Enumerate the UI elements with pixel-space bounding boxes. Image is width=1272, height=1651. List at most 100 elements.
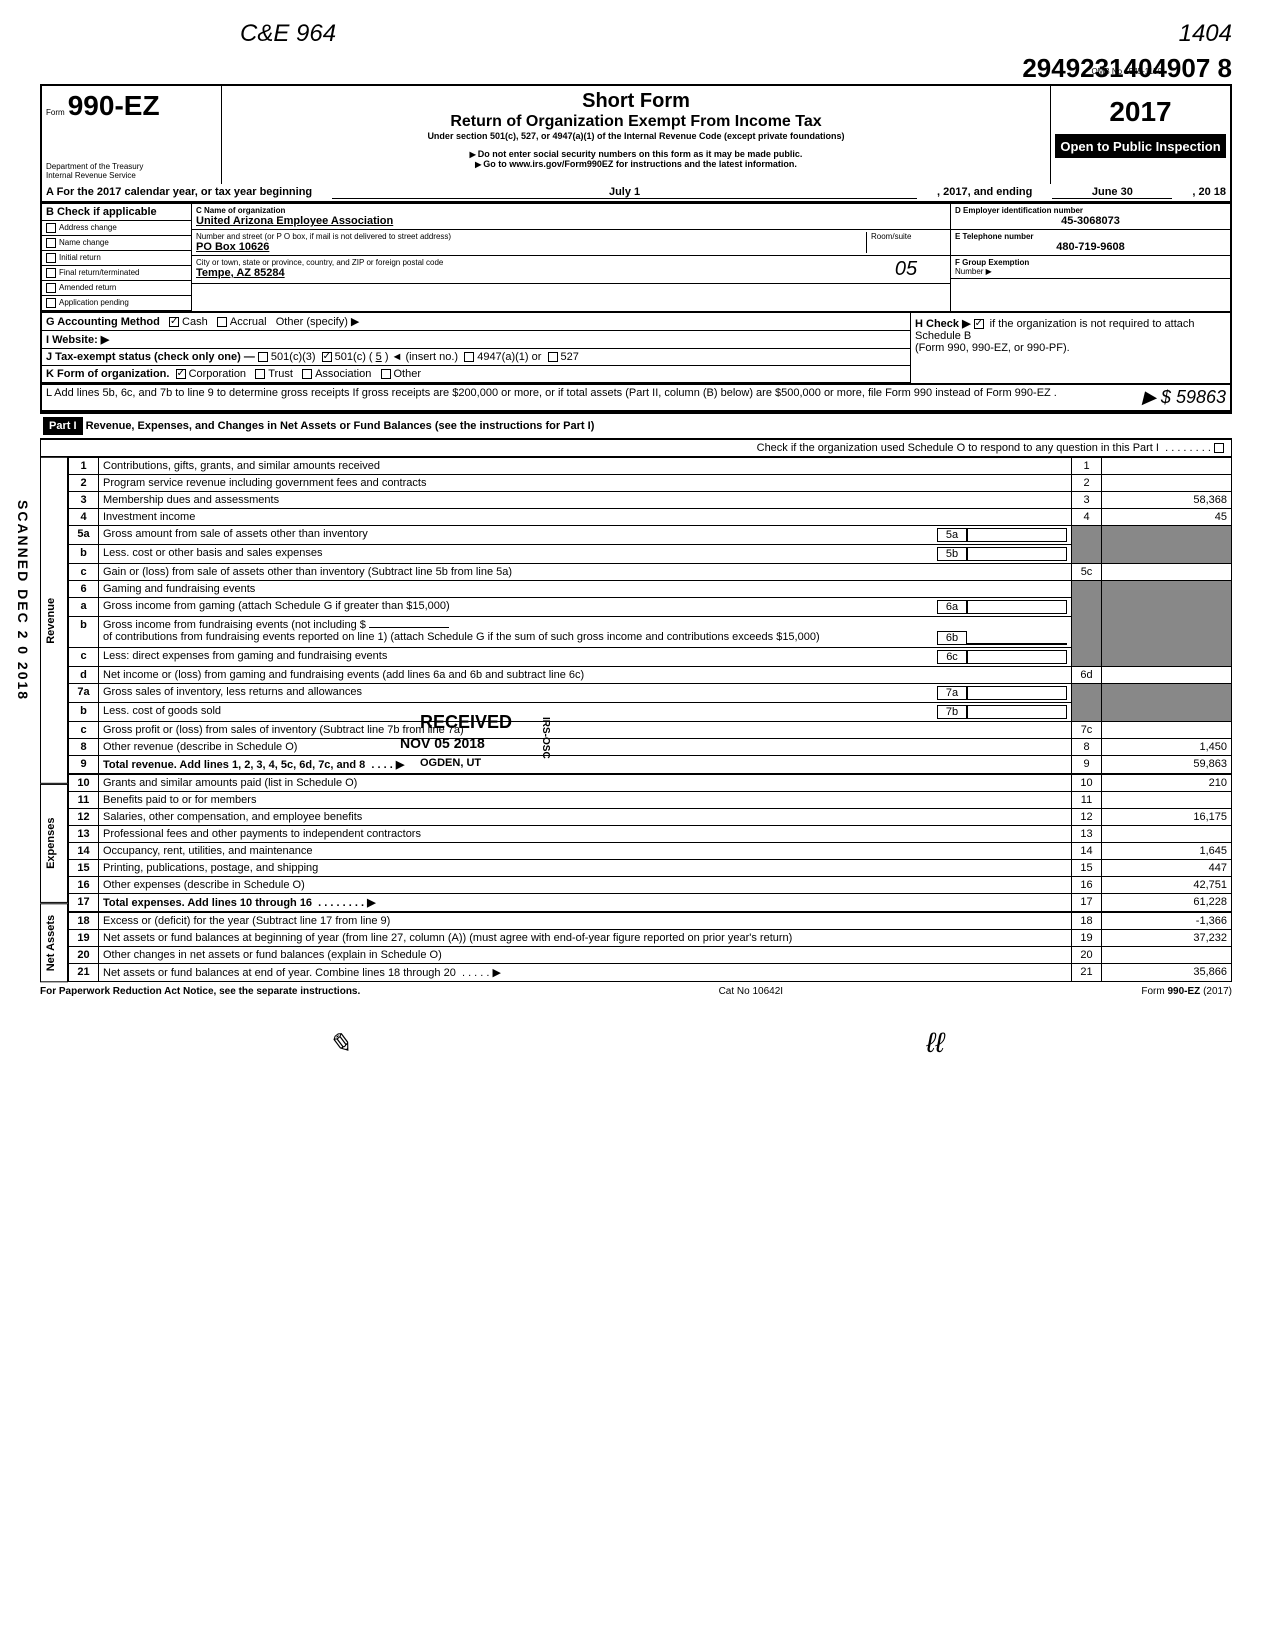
line19-text: Net assets or fund balances at beginning… (99, 930, 1072, 947)
tax-year-begin: July 1 (332, 186, 917, 199)
line11-text: Benefits paid to or for members (99, 792, 1072, 809)
section-e-label: E Telephone number (955, 232, 1226, 241)
handwritten-top-right: 1404 (1179, 20, 1232, 48)
stamp-org1: IRS-OSC (540, 717, 551, 759)
cb-pend-label: Application pending (59, 298, 129, 307)
section-c-label: C Name of organization (196, 206, 946, 215)
j-opt1: 501(c)(3) (271, 351, 316, 363)
line15-amt: 447 (1102, 860, 1232, 877)
cb-address[interactable] (46, 223, 56, 233)
section-f-label: F Group Exemption (955, 258, 1226, 267)
line11-amt (1102, 792, 1232, 809)
note-web: Go to www.irs.gov/Form990EZ for instruct… (226, 159, 1046, 169)
stamp-org2: OGDEN, UT (420, 757, 481, 769)
section-h-label: H Check ▶ (915, 318, 971, 330)
j-opt3: 4947(a)(1) or (477, 351, 541, 363)
section-g-label: G Accounting Method (46, 316, 160, 328)
k-corp: Corporation (189, 368, 246, 380)
footer-right: Form 990-EZ (2017) (1141, 986, 1232, 997)
line15-text: Printing, publications, postage, and shi… (99, 860, 1072, 877)
line17-amt: 61,228 (1102, 894, 1232, 913)
section-a-endyear: , 20 18 (1192, 186, 1226, 199)
cb-name-label: Name change (59, 238, 109, 247)
j-opt2: 501(c) ( (335, 351, 373, 363)
scanned-stamp: SCANNED DEC 2 0 2018 (15, 500, 31, 701)
l6b-box: 6b (937, 631, 967, 645)
line12-text: Salaries, other compensation, and employ… (99, 809, 1072, 826)
line20-text: Other changes in net assets or fund bala… (99, 947, 1072, 964)
room-hand: 05 (866, 258, 946, 281)
cb-final[interactable] (46, 268, 56, 278)
part1-label: Part I (43, 417, 83, 435)
cb-h[interactable] (974, 319, 984, 329)
line5c-text: Gain or (loss) from sale of assets other… (99, 564, 1072, 581)
section-k-label: K Form of organization. (46, 368, 169, 380)
line7b-text: Less. cost of goods sold (103, 705, 937, 719)
section-d-label: D Employer identification number (955, 206, 1226, 215)
line16-text: Other expenses (describe in Schedule O) (99, 877, 1072, 894)
line17-text: Total expenses. Add lines 10 through 16 (103, 897, 312, 909)
form-number: 990-EZ (68, 90, 160, 121)
cb-accrual[interactable] (217, 317, 227, 327)
line8-amt: 1,450 (1102, 739, 1232, 756)
cash-label: Cash (182, 316, 208, 328)
line9-text: Total revenue. Add lines 1, 2, 3, 4, 5c,… (103, 759, 365, 771)
cb-assoc[interactable] (302, 369, 312, 379)
title-main: Return of Organization Exempt From Incom… (226, 113, 1046, 131)
cb-amended[interactable] (46, 283, 56, 293)
tax-year-end: June 30 (1052, 186, 1172, 199)
line2-text: Program service revenue including govern… (99, 475, 1072, 492)
line20-amt (1102, 947, 1232, 964)
cb-4947[interactable] (464, 352, 474, 362)
cb-pending[interactable] (46, 298, 56, 308)
open-public: Open to Public Inspection (1055, 135, 1226, 158)
k-assoc: Association (315, 368, 371, 380)
cb-initial[interactable] (46, 253, 56, 263)
cb-name[interactable] (46, 238, 56, 248)
note-ssn: Do not enter social security numbers on … (226, 149, 1046, 159)
k-other: Other (394, 368, 422, 380)
cb-init-label: Initial return (59, 253, 101, 262)
stamp-date: NOV 05 2018 (400, 735, 485, 751)
phone-value: 480-719-9608 (955, 241, 1226, 253)
stamp-received: RECEIVED (420, 712, 512, 733)
cb-527[interactable] (548, 352, 558, 362)
l5a-box: 5a (937, 528, 967, 542)
part1-title: Revenue, Expenses, and Changes in Net As… (86, 420, 595, 432)
line3-amt: 58,368 (1102, 492, 1232, 509)
l6a-box: 6a (937, 600, 967, 614)
cb-other[interactable] (381, 369, 391, 379)
j-opt2num: 5 (376, 351, 382, 363)
line13-text: Professional fees and other payments to … (99, 826, 1072, 843)
cb-501c[interactable] (322, 352, 332, 362)
section-i-label: I Website: ▶ (42, 331, 910, 349)
title-under: Under section 501(c), 527, or 4947(a)(1)… (226, 131, 1046, 141)
cb-trust[interactable] (255, 369, 265, 379)
section-b-label: B Check if applicable (42, 204, 191, 221)
line6d-amt (1102, 667, 1232, 684)
section-f-num: Number ▶ (955, 267, 1226, 276)
line7c-amt (1102, 722, 1232, 739)
line5a-text: Gross amount from sale of assets other t… (103, 528, 937, 542)
line18-text: Excess or (deficit) for the year (Subtra… (99, 912, 1072, 930)
part1-checknote: Check if the organization used Schedule … (757, 442, 1159, 454)
line5b-text: Less. cost or other basis and sales expe… (103, 547, 937, 561)
room-label: Room/suite (871, 232, 946, 241)
cb-cash[interactable] (169, 317, 179, 327)
ein-value: 45-3068073 (955, 215, 1226, 227)
form-label: Form (46, 108, 65, 117)
line6-text: Gaming and fundraising events (99, 581, 1072, 598)
cb-schedo[interactable] (1214, 443, 1224, 453)
j-opt4: 527 (561, 351, 579, 363)
line21-text: Net assets or fund balances at end of ye… (103, 967, 456, 979)
k-trust: Trust (268, 368, 293, 380)
org-name: United Arizona Employee Association (196, 215, 946, 227)
city-value: Tempe, AZ 85284 (196, 267, 866, 279)
cb-501c3[interactable] (258, 352, 268, 362)
line3-text: Membership dues and assessments (99, 492, 1072, 509)
line19-amt: 37,232 (1102, 930, 1232, 947)
line6d-text: Net income or (loss) from gaming and fun… (99, 667, 1072, 684)
revenue-side: Revenue (40, 457, 68, 784)
cb-corp[interactable] (176, 369, 186, 379)
l6c-box: 6c (937, 650, 967, 664)
